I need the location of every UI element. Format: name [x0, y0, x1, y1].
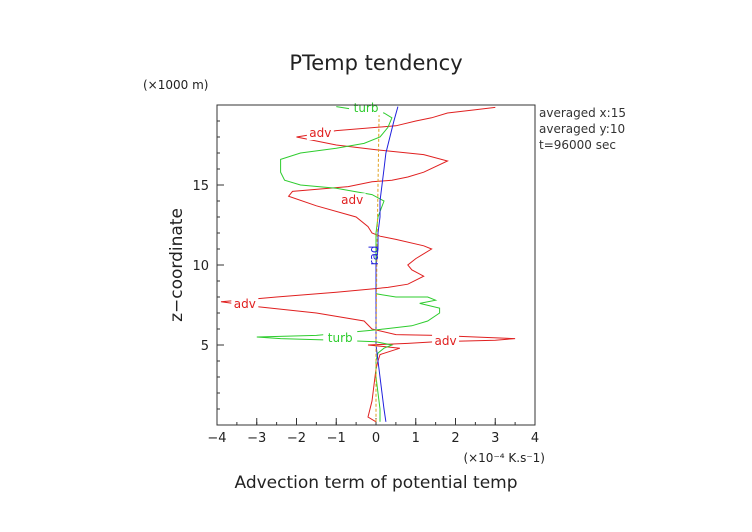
series-label-bg [432, 334, 460, 348]
x-unit-label: (×10⁻⁴ K.s⁻1) [463, 451, 545, 465]
series-line-adv [220, 106, 516, 423]
series-label-bg [338, 193, 366, 208]
y-axis-label: z−coordinate [167, 208, 187, 322]
series-group [220, 106, 516, 423]
info-line: averaged y:10 [539, 122, 625, 136]
x-tick-label: −2 [287, 431, 306, 446]
series-label-turb: turb [354, 101, 379, 115]
x-axis-label: Advection term of potential temp [234, 473, 517, 493]
y-tick-label: 5 [201, 339, 209, 354]
y-tick-label: 10 [192, 259, 209, 274]
series-label-adv: adv [341, 193, 363, 207]
series-label-bg [306, 126, 334, 140]
info-panel: averaged x:15 averaged y:10 t=96000 sec [539, 106, 626, 152]
chart-title: PTemp tendency [289, 51, 462, 75]
x-tick-label: 1 [412, 431, 420, 446]
series-line-rad [375, 106, 399, 422]
x-tick-label: 4 [531, 431, 539, 446]
series-label-bg [323, 330, 358, 345]
series-label-adv: adv [309, 126, 331, 140]
series-label-bg [231, 297, 259, 312]
x-tick-label: −4 [207, 431, 226, 446]
x-tick-label: 0 [372, 431, 380, 446]
series-label-rad: rad [367, 245, 381, 265]
y-tick-label: 15 [192, 179, 209, 194]
series-label-adv: adv [435, 334, 457, 348]
x-tick-label: 2 [451, 431, 459, 446]
x-tick-label: −3 [247, 431, 266, 446]
series-label-turb: turb [328, 331, 353, 345]
info-line: t=96000 sec [539, 138, 616, 152]
x-tick-label: 3 [491, 431, 499, 446]
x-tick-label: −1 [327, 431, 346, 446]
series-label-adv: adv [234, 297, 256, 311]
series-line-turb [256, 106, 441, 422]
plot-frame [216, 104, 536, 426]
axes: −4 −3 −2 −1 0 1 2 3 4 5 10 15 [192, 104, 539, 446]
series-line-other [375, 106, 380, 422]
series-labels: adv adv adv adv turb turb rad [231, 101, 460, 348]
y-unit-label: (×1000 m) [143, 78, 208, 92]
info-line: averaged x:15 [539, 106, 626, 120]
